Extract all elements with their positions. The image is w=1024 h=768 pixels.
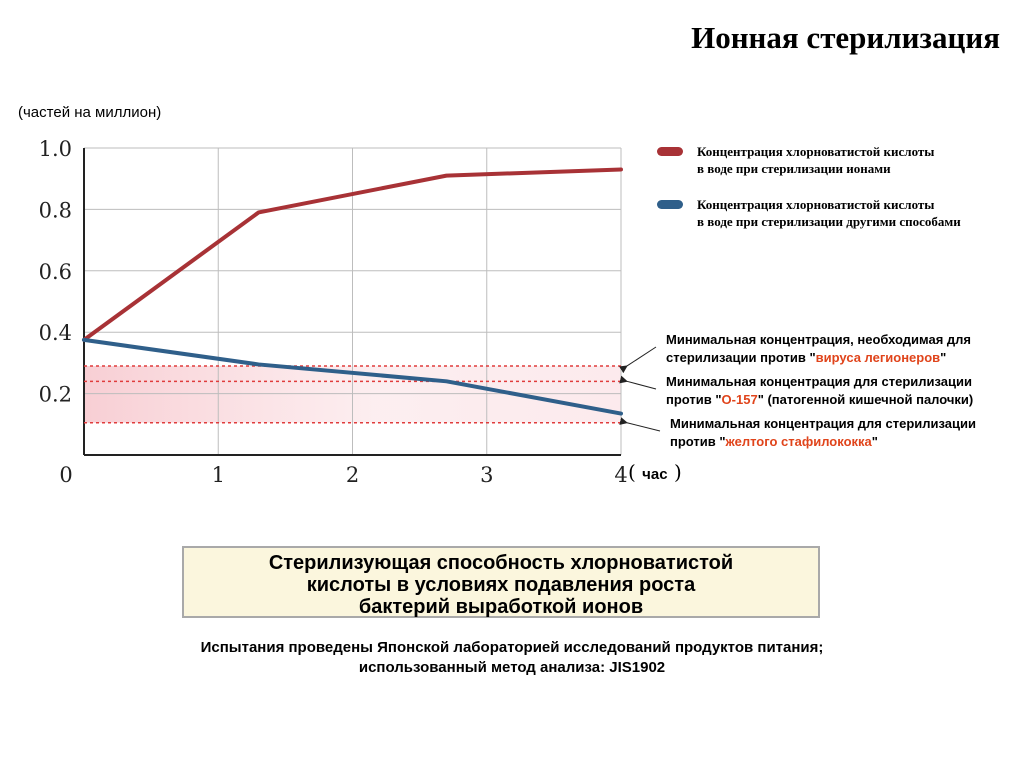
annotation-arrow — [619, 375, 657, 390]
footnote-line2: использованный метод анализа: JIS1902 — [358, 659, 666, 676]
annotation-line2: стерилизации против "вируса легионеров" — [666, 350, 947, 365]
annotation-staphylococcus: Минимальная концентрация для стерилизаци… — [670, 415, 976, 451]
x-axis-unit-label: ( час ) — [628, 460, 682, 484]
x-tick-label: 4 — [614, 463, 627, 487]
y-tick-label: 0.4 — [39, 321, 72, 345]
annotation-line2: против "желтого стафилококка" — [670, 434, 878, 449]
annotation-line2: против "О-157" (патогенной кишечной пало… — [666, 392, 974, 407]
annotation-line1: Минимальная концентрация, необходимая дл… — [666, 332, 972, 347]
legend-item-other: Концентрация хлорноватистой кислоты в во… — [657, 196, 961, 230]
x-tick-label: 0 — [59, 463, 72, 487]
page-title: Ионная стерилизация — [691, 20, 1000, 55]
legend-swatch-red — [657, 147, 683, 156]
y-tick-label: 0.6 — [39, 260, 72, 284]
y-axis-unit-label: (частей на миллион) — [18, 104, 162, 121]
legend-swatch-blue — [657, 200, 683, 209]
series-line-other — [82, 337, 623, 416]
footnote-line1: Испытания проведены Японской лабораторие… — [200, 639, 824, 656]
annotation-highlight: О-157 — [721, 392, 758, 407]
annotation-arrow — [619, 417, 661, 432]
x-tick-label: 3 — [480, 463, 493, 487]
y-tick-label: 0.2 — [39, 383, 72, 407]
annotation-line1: Минимальная концентрация для стерилизаци… — [670, 416, 977, 431]
annotation-highlight: желтого стафилококка — [725, 434, 872, 449]
caption-line1: Стерилизующая способность хлорноватистой — [268, 552, 734, 574]
annotation-arrow — [618, 346, 657, 374]
legend-label-line2: в воде при стерилизации ионами — [697, 161, 891, 176]
chart-caption-box: Стерилизующая способность хлорноватистой… — [182, 546, 820, 618]
series-line-ion — [82, 167, 623, 342]
annotation-legionella: Минимальная концентрация, необходимая дл… — [666, 331, 971, 367]
caption-line2: кислоты в условиях подавления роста — [306, 574, 696, 596]
x-tick-label: 1 — [212, 463, 225, 487]
legend-label-line1: Концентрация хлорноватистой кислоты — [697, 144, 935, 159]
y-tick-label: 1.0 — [39, 137, 72, 161]
legend-item-ion: Концентрация хлорноватистой кислоты в во… — [657, 143, 935, 177]
legend-label-line1: Концентрация хлорноватистой кислоты — [697, 197, 935, 212]
annotation-o157: Минимальная концентрация для стерилизаци… — [666, 373, 973, 409]
legend-label-line2: в воде при стерилизации другими способам… — [697, 214, 961, 229]
source-footnote: Испытания проведены Японской лабораторие… — [0, 638, 1024, 678]
x-tick-label: 2 — [346, 463, 359, 487]
annotation-line1: Минимальная концентрация для стерилизаци… — [666, 374, 973, 389]
annotation-highlight: вируса легионеров — [815, 350, 941, 365]
caption-line3: бактерий выработкой ионов — [358, 596, 644, 618]
y-tick-label: 0.8 — [39, 198, 72, 222]
